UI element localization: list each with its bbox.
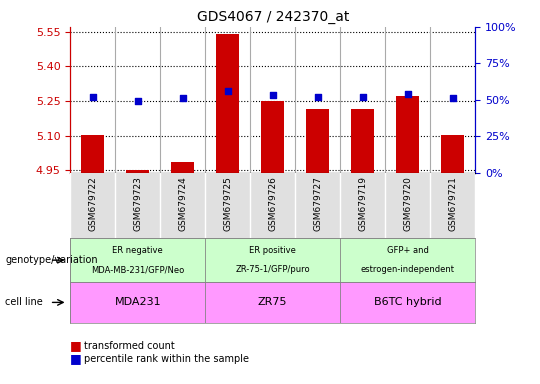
Text: ZR-75-1/GFP/puro: ZR-75-1/GFP/puro xyxy=(235,265,310,275)
Bar xyxy=(261,101,284,173)
Bar xyxy=(205,238,340,282)
Text: GSM679722: GSM679722 xyxy=(88,176,97,231)
Point xyxy=(448,95,457,101)
Bar xyxy=(217,34,239,173)
Text: GSM679727: GSM679727 xyxy=(313,176,322,231)
Text: transformed count: transformed count xyxy=(84,341,174,351)
Title: GDS4067 / 242370_at: GDS4067 / 242370_at xyxy=(197,10,349,25)
Point xyxy=(313,94,322,100)
Text: ER negative: ER negative xyxy=(112,246,163,255)
Text: MDA231: MDA231 xyxy=(114,297,161,308)
Text: GSM679725: GSM679725 xyxy=(223,176,232,231)
Text: GSM679723: GSM679723 xyxy=(133,176,142,231)
Point xyxy=(403,91,412,97)
Text: GSM679724: GSM679724 xyxy=(178,176,187,231)
Text: ER positive: ER positive xyxy=(249,246,296,255)
Text: GSM679720: GSM679720 xyxy=(403,176,412,231)
Bar xyxy=(70,238,205,282)
Bar xyxy=(307,109,329,173)
Text: GSM679721: GSM679721 xyxy=(448,176,457,231)
Point xyxy=(133,98,142,104)
Text: ■: ■ xyxy=(70,353,82,366)
Bar xyxy=(82,134,104,173)
Text: ZR75: ZR75 xyxy=(258,297,287,308)
Bar xyxy=(442,134,464,173)
Text: estrogen-independent: estrogen-independent xyxy=(361,265,455,275)
Text: MDA-MB-231/GFP/Neo: MDA-MB-231/GFP/Neo xyxy=(91,265,184,275)
Bar xyxy=(340,282,475,323)
Bar xyxy=(352,109,374,173)
Point xyxy=(224,88,232,94)
Point xyxy=(268,93,277,99)
Point xyxy=(359,94,367,100)
Text: ■: ■ xyxy=(70,339,82,352)
Bar xyxy=(396,96,419,173)
Point xyxy=(178,95,187,101)
Text: B6TC hybrid: B6TC hybrid xyxy=(374,297,442,308)
Bar xyxy=(70,282,205,323)
Point xyxy=(89,94,97,100)
Text: GSM679719: GSM679719 xyxy=(358,176,367,231)
Bar xyxy=(126,170,149,173)
Bar xyxy=(205,282,340,323)
Bar xyxy=(172,162,194,173)
Text: genotype/variation: genotype/variation xyxy=(5,255,98,265)
Text: percentile rank within the sample: percentile rank within the sample xyxy=(84,354,249,364)
Text: GSM679726: GSM679726 xyxy=(268,176,277,231)
Text: GFP+ and: GFP+ and xyxy=(387,246,429,255)
Bar xyxy=(340,238,475,282)
Text: cell line: cell line xyxy=(5,297,43,308)
